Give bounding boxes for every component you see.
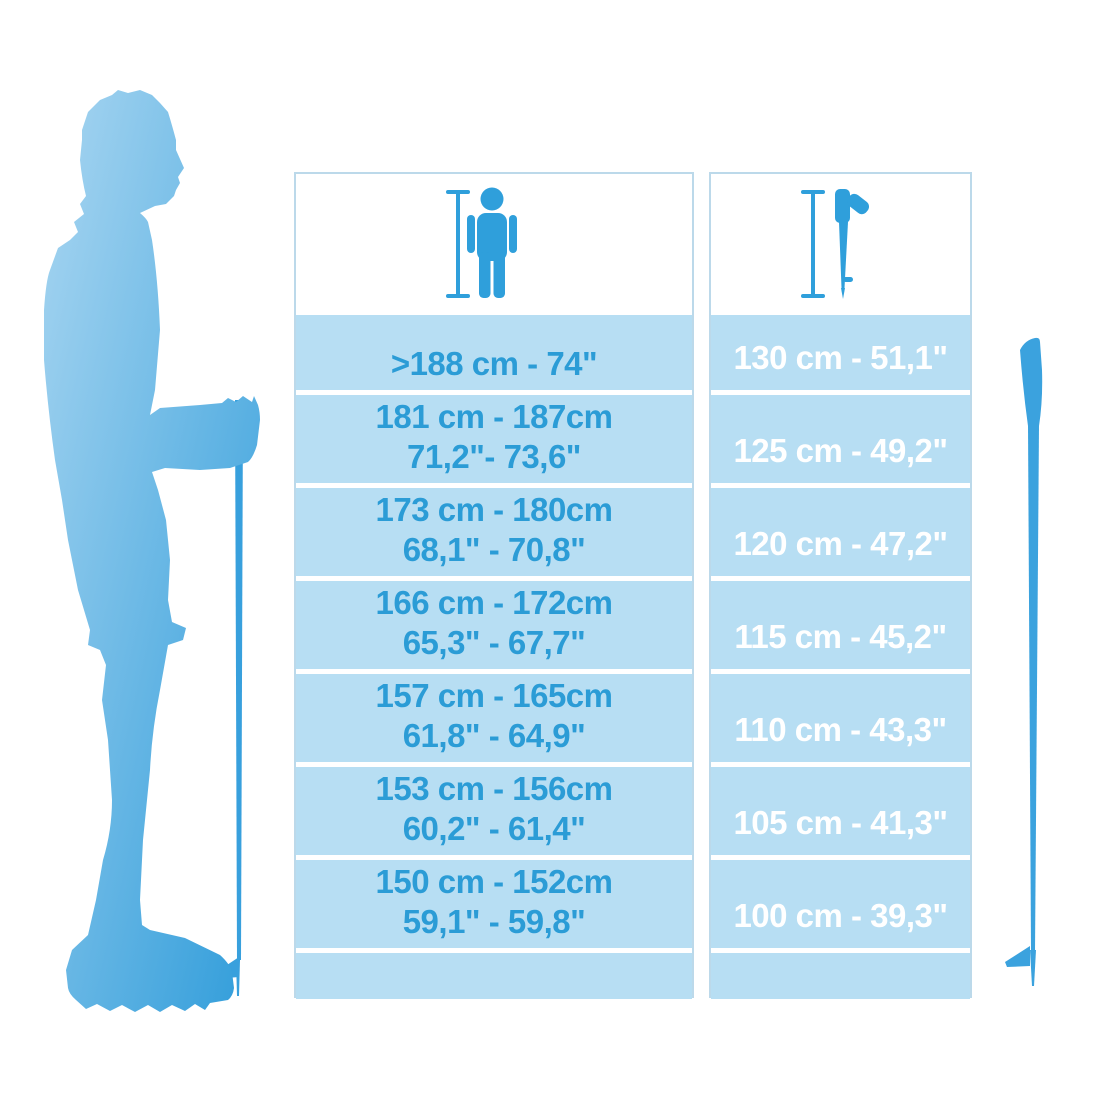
nordic-walking-pole <box>1005 337 1043 986</box>
pole-row-4: 115 cm - 45,2" <box>711 581 970 669</box>
height-row-7: 150 cm - 152cm 59,1" - 59,8" <box>296 860 692 948</box>
user-height-table: >188 cm - 74" 181 cm - 187cm 71,2"- 73,6"… <box>294 172 694 999</box>
person-height-measure-icon <box>446 187 517 298</box>
pole-length-value: 130 cm - 51,1" <box>733 339 948 376</box>
height-value-inches: 71,2"- 73,6" <box>407 438 581 475</box>
pole-tip <box>1030 950 1036 986</box>
person-icon <box>467 187 517 298</box>
height-value-inches: 68,1" - 70,8" <box>402 531 586 568</box>
pole-length-value: 120 cm - 47,2" <box>733 525 948 562</box>
pole-row-1: 130 cm - 51,1" <box>711 315 970 390</box>
measure-line-icon <box>801 190 825 298</box>
pole-row-5: 110 cm - 43,3" <box>711 674 970 762</box>
height-value-inches: 60,2" - 61,4" <box>402 810 586 847</box>
height-row-6: 153 cm - 156cm 60,2" - 61,4" <box>296 767 692 855</box>
pole-row-7: 100 cm - 39,3" <box>711 860 970 948</box>
height-value: 153 cm - 156cm <box>375 770 613 807</box>
height-row-2: 181 cm - 187cm 71,2"- 73,6" <box>296 395 692 483</box>
height-value: 173 cm - 180cm <box>375 491 613 528</box>
pole-row-8-empty <box>711 953 970 999</box>
height-row-8-empty <box>296 953 692 999</box>
pole-shaft <box>1028 425 1039 952</box>
held-pole <box>212 400 243 996</box>
pole-row-2: 125 cm - 49,2" <box>711 395 970 483</box>
height-value: 166 cm - 172cm <box>375 584 613 621</box>
pole-table-header <box>711 174 970 310</box>
height-row-5: 157 cm - 165cm 61,8" - 64,9" <box>296 674 692 762</box>
walker-body <box>44 90 260 1012</box>
height-value: >188 cm - 74" <box>390 345 598 382</box>
height-value: 181 cm - 187cm <box>375 398 613 435</box>
height-value: 150 cm - 152cm <box>375 863 613 900</box>
pole-length-value: 125 cm - 49,2" <box>733 432 948 469</box>
pole-length-value: 110 cm - 43,3" <box>734 711 947 748</box>
height-row-4: 166 cm - 172cm 65,3" - 67,7" <box>296 581 692 669</box>
height-value: 157 cm - 165cm <box>375 677 613 714</box>
height-value-inches: 61,8" - 64,9" <box>402 717 586 754</box>
pole-row-3: 120 cm - 47,2" <box>711 488 970 576</box>
pole-row-6: 105 cm - 41,3" <box>711 767 970 855</box>
height-table-header <box>296 174 692 310</box>
height-value-inches: 59,1" - 59,8" <box>402 903 586 940</box>
pole-length-value: 105 cm - 41,3" <box>733 804 948 841</box>
pole-length-measure-icon <box>801 189 870 299</box>
man-walking-with-pole-silhouette <box>44 90 260 1012</box>
pole-grip <box>1020 337 1043 426</box>
pole-basket <box>1005 946 1030 967</box>
pole-icon <box>835 189 870 299</box>
pole-length-value: 100 cm - 39,3" <box>733 897 948 934</box>
measure-line-icon <box>446 190 470 298</box>
height-value-inches: 65,3" - 67,7" <box>402 624 586 661</box>
height-row-3: 173 cm - 180cm 68,1" - 70,8" <box>296 488 692 576</box>
pole-length-table: 130 cm - 51,1" 125 cm - 49,2" 120 cm - 4… <box>709 172 972 999</box>
pole-length-value: 115 cm - 45,2" <box>734 618 947 655</box>
height-row-1: >188 cm - 74" <box>296 315 692 390</box>
